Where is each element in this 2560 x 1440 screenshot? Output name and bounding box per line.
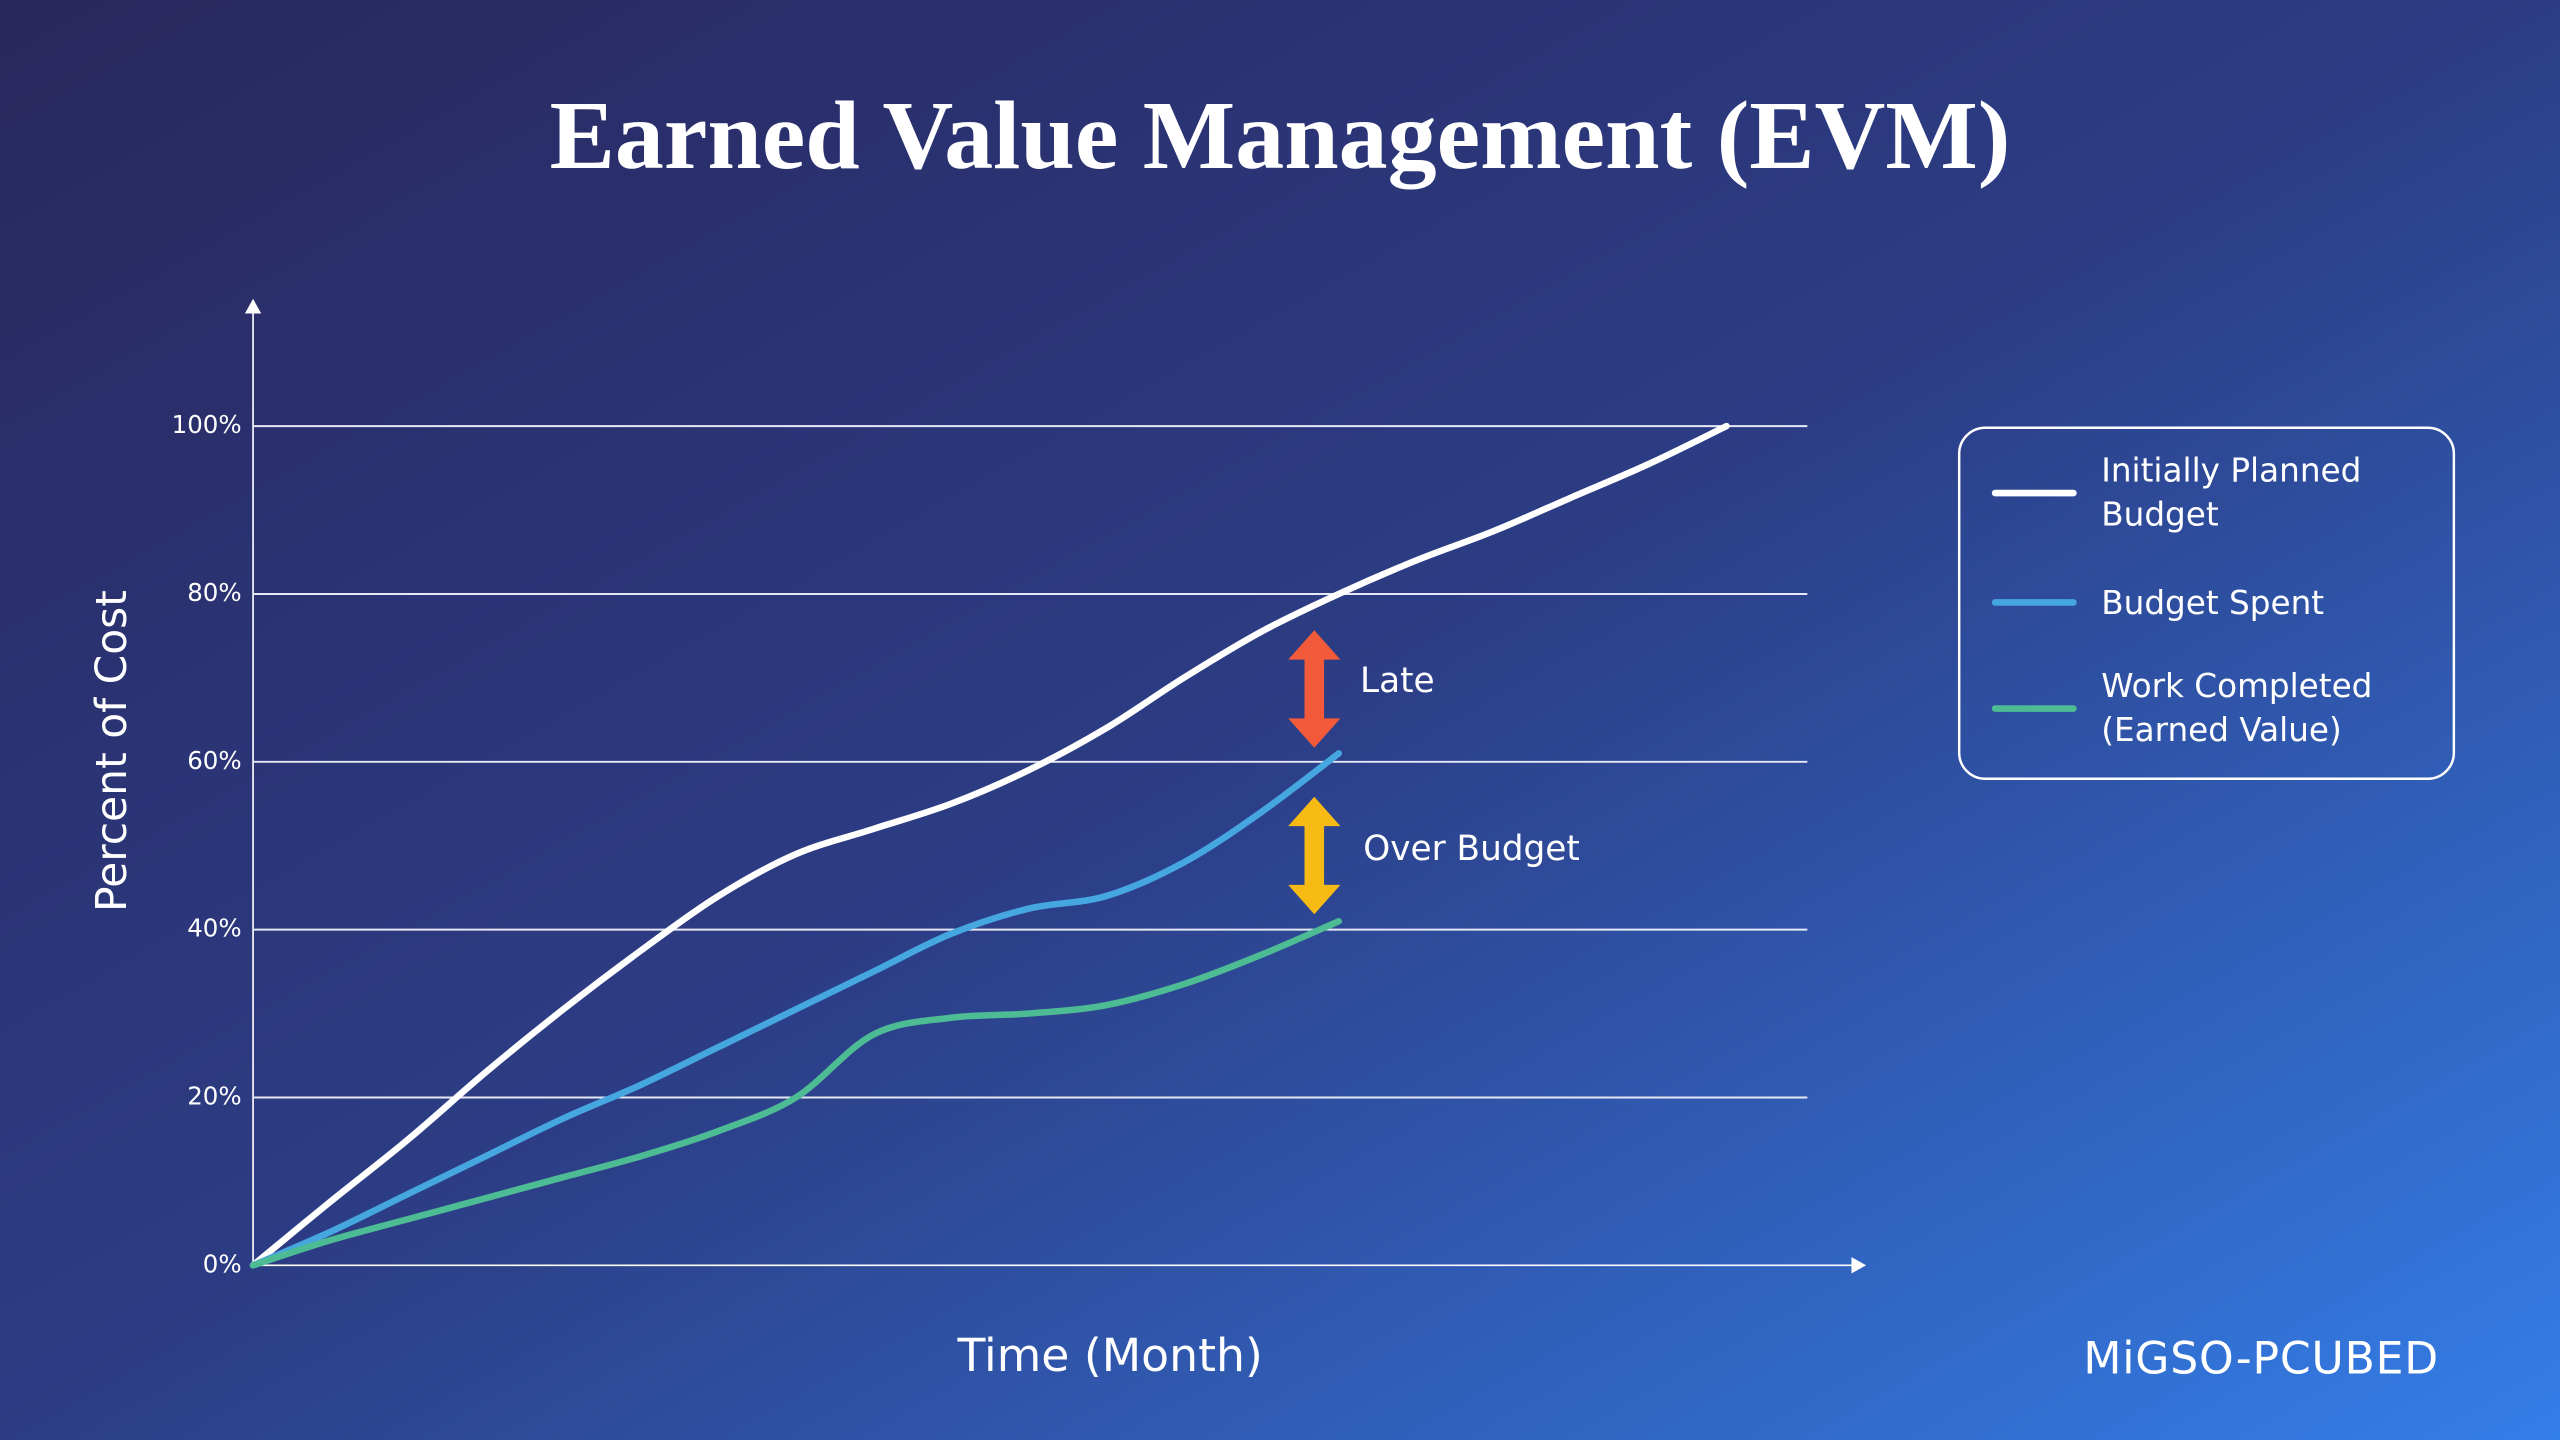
legend-wrap: Budget Spent <box>2101 553 2436 651</box>
grid: 0% 20% 40% 60% 80% 100% <box>172 410 1808 1278</box>
legend-entry: Budget Spent <box>2101 553 2436 651</box>
chart-title: Earned Value Management (EVM) <box>550 82 2011 190</box>
y-tick-label: 0% <box>203 1249 242 1278</box>
legend-entry: Work Completed (Earned Value) <box>2101 660 2436 758</box>
y-tick-label: 60% <box>187 746 241 775</box>
y-axis-label: Percent of Cost <box>88 590 137 912</box>
legend-entry: Initially Planned Budget <box>2101 444 2436 542</box>
lines <box>249 422 1730 1269</box>
y-tick-label: 80% <box>187 578 241 607</box>
legend-label: Work Completed (Earned Value) <box>2101 666 2373 750</box>
series-line <box>249 750 1343 1269</box>
series-line <box>249 917 1343 1269</box>
late-arrow <box>1288 630 1341 748</box>
y-tick-label: 40% <box>187 914 241 943</box>
legend-wrap: Work Completed (Earned Value) <box>2101 660 2436 758</box>
x-axis-arrow <box>1851 1257 1867 1274</box>
y-tick-label: 100% <box>172 410 242 439</box>
legend-wrap: Initially Planned Budget <box>2101 444 2436 542</box>
legend: Initially Planned Budget Budget Spent Work… <box>1991 444 2436 758</box>
x-axis-label: Time (Month) <box>957 1329 1263 1382</box>
y-tick-label: 20% <box>187 1081 241 1110</box>
over-budget-arrow <box>1288 796 1341 915</box>
legend-label: Budget Spent <box>2101 582 2325 622</box>
series-line <box>249 422 1730 1269</box>
legend-label: Initially Planned Budget <box>2101 450 2362 534</box>
annotation: Over Budget <box>1363 829 1580 869</box>
legend-box <box>1957 426 2456 780</box>
annotation: Late <box>1360 661 1435 701</box>
y-axis-arrow <box>244 298 262 314</box>
logo: MiGSO-PCUBED <box>2083 1334 2439 1385</box>
